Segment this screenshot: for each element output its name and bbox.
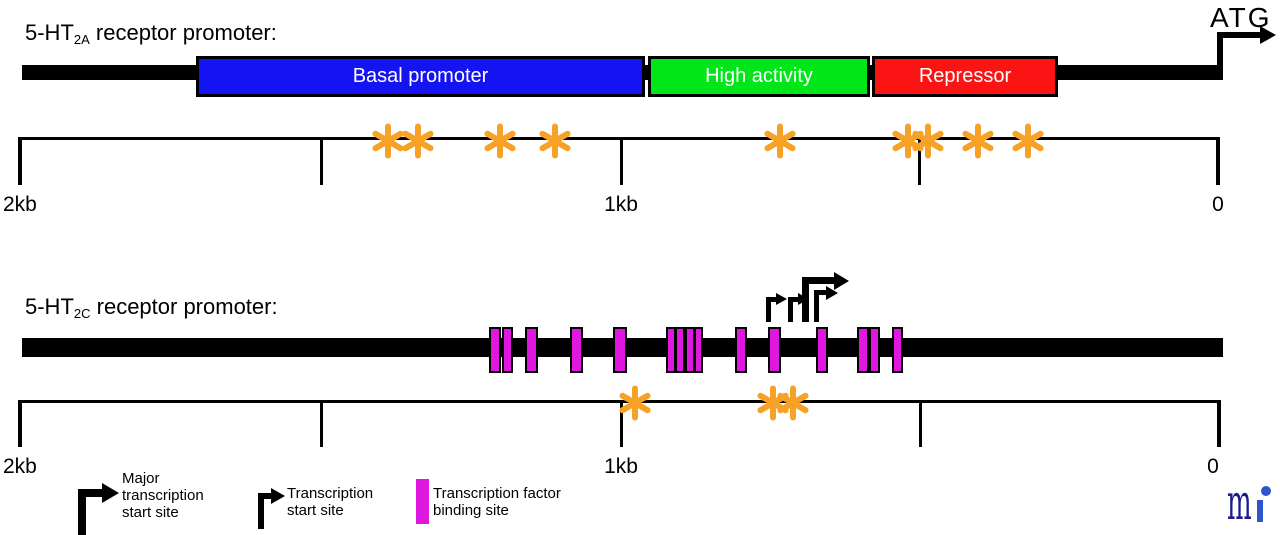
snp-asterisk-icon	[372, 123, 404, 159]
snp-asterisk-icon	[402, 123, 434, 159]
legend-label-line: transcription	[122, 487, 204, 504]
tf-binding-site	[570, 327, 583, 373]
promoter-2a-title: 5-HT2A receptor promoter:	[25, 20, 277, 47]
promoter-2c-title: 5-HT2C receptor promoter:	[25, 294, 278, 321]
tf-binding-site	[869, 327, 880, 373]
legend-label-line: Transcription	[287, 485, 374, 502]
logo-letter-i-dot	[1261, 486, 1271, 496]
ruler-2c-label: 0	[1207, 455, 1219, 478]
snp-asterisk-icon	[912, 123, 944, 159]
segment-basal_promoter: Basal promoter	[196, 56, 645, 97]
tf-binding-site	[857, 327, 869, 373]
legend-label-transcription-start-site: Transcription start site	[287, 485, 373, 519]
tf-binding-site	[502, 327, 513, 373]
legend-label-transcription-factor-binding-site: Transcription factor binding site	[433, 485, 561, 519]
snp-asterisk-icon	[539, 123, 571, 159]
legend-transcription-start-site-arrow-arm	[258, 493, 272, 499]
tf-binding-site	[694, 327, 703, 373]
ruler-2c-tick	[619, 400, 623, 447]
legend-major-transcription-start-site-arrowhead-icon	[102, 483, 119, 503]
legend-tf-binding-site-swatch	[416, 479, 429, 524]
legend-label-line: start site	[122, 504, 179, 521]
legend-transcription-start-site-arrow-stem	[258, 493, 264, 529]
ruler-2a-label: 2kb	[3, 193, 37, 216]
promoter-2c-title-suffix: receptor promoter:	[90, 294, 278, 319]
ruler-2c-tick	[1217, 400, 1221, 447]
logo-letter-i-stem	[1257, 500, 1263, 522]
legend-transcription-start-site-arrowhead-icon	[271, 488, 285, 504]
legend-label-line: Transcription factor	[433, 485, 561, 502]
snp-asterisk-icon	[962, 123, 994, 159]
snp-asterisk-icon	[619, 385, 651, 421]
promoter-2a-title-suffix: receptor promoter:	[89, 20, 277, 45]
legend-label-major-transcription-start-site: Major transcription start site	[122, 470, 204, 521]
atg-major-tss-arrow-arm	[1217, 32, 1261, 38]
logo-letter-m: m	[1227, 473, 1252, 531]
tf-binding-site	[613, 327, 627, 373]
ruler-2c-tick	[918, 400, 922, 447]
tf-binding-site	[768, 327, 781, 373]
segment-label: Basal promoter	[352, 65, 489, 87]
promoter-2c-title-prefix: 5-HT	[25, 294, 74, 319]
legend-label-line: start site	[287, 502, 344, 519]
tf-binding-site	[525, 327, 538, 373]
minor-tss-arrow-arm	[814, 290, 827, 295]
major-tss-arrow-stem	[802, 277, 809, 322]
tf-binding-site	[675, 327, 685, 373]
minor-tss-arrowhead-icon	[776, 293, 787, 305]
tf-binding-site	[892, 327, 903, 373]
ruler-2c-label: 1kb	[604, 455, 638, 478]
atg-label: ATG	[1210, 2, 1272, 33]
tf-binding-site	[489, 327, 501, 373]
tf-binding-site	[735, 327, 747, 373]
segment-label: Repressor	[918, 65, 1012, 87]
legend-label-line: Major	[122, 470, 160, 487]
minor-tss-arrow-arm	[788, 297, 799, 302]
ruler-2a-tick	[1216, 137, 1220, 185]
promoter-2c-title-subscript: 2C	[73, 306, 91, 321]
snp-asterisk-icon	[484, 123, 516, 159]
minor-tss-arrow-stem	[766, 297, 771, 322]
promoter-2a-title-subscript: 2A	[73, 32, 90, 47]
ruler-2a-label: 1kb	[604, 193, 638, 216]
segment-high_activity: High activity	[648, 56, 870, 97]
atg-major-tss-arrowhead-icon	[1260, 25, 1276, 44]
ruler-2a-label: 0	[1212, 193, 1224, 216]
legend-label-line: binding site	[433, 502, 509, 519]
ruler-2a-tick	[18, 137, 22, 185]
snp-asterisk-icon	[777, 385, 809, 421]
major-tss-arrow-arm	[802, 277, 835, 284]
major-tss-arrowhead-icon	[834, 271, 849, 290]
segment-label: High activity	[705, 65, 813, 87]
ruler-2a-tick	[319, 137, 323, 185]
ruler-2a-tick	[917, 137, 921, 185]
ruler-2c-label: 2kb	[3, 455, 37, 478]
segment-repressor: Repressor	[872, 56, 1058, 97]
minor-tss-arrow-stem	[814, 290, 819, 322]
snp-asterisk-icon	[764, 123, 796, 159]
ruler-2a-tick	[619, 137, 623, 185]
tf-binding-site	[816, 327, 828, 373]
atg-major-tss-arrow-stem	[1217, 32, 1223, 66]
minor-tss-arrow-arm	[766, 297, 777, 302]
ruler-2c-tick	[319, 400, 323, 447]
snp-asterisk-icon	[1012, 123, 1044, 159]
legend-major-transcription-start-site-arrow-arm	[78, 489, 103, 497]
ruler-2c-tick	[18, 400, 22, 447]
promoter-2a-title-prefix: 5-HT	[25, 20, 74, 45]
minor-tss-arrow-stem	[788, 297, 793, 322]
minor-tss-arrowhead-icon	[826, 285, 838, 300]
legend-major-transcription-start-site-arrow-stem	[78, 489, 86, 535]
